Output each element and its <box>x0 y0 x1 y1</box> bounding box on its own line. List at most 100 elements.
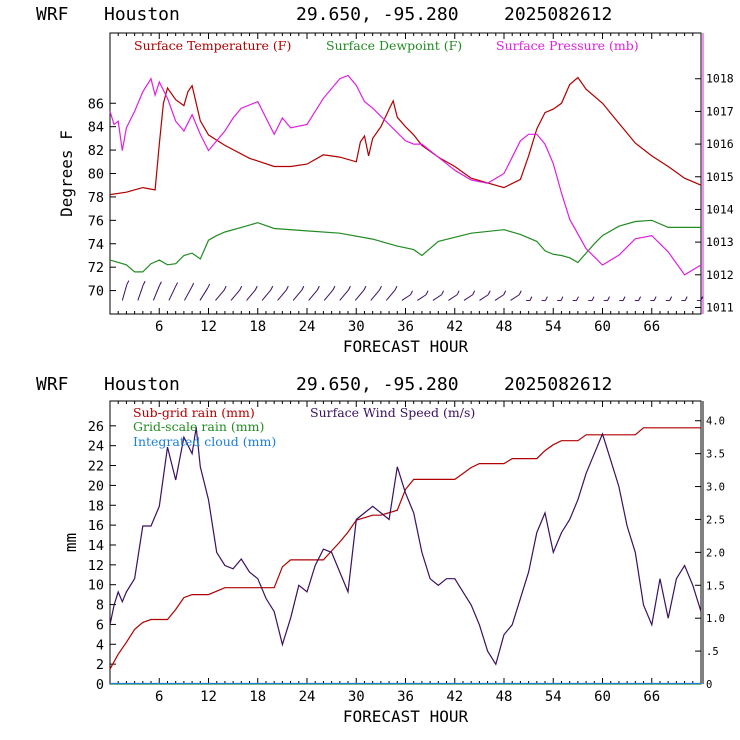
wind-barb <box>494 294 504 301</box>
wind-barb <box>308 289 318 301</box>
wind-barb <box>479 294 489 301</box>
wind-barb-flag <box>576 296 579 301</box>
wind-barb-flag <box>285 285 289 291</box>
location-name: Houston <box>104 4 180 25</box>
x-tick-label: 24 <box>299 689 316 705</box>
x-tick-label: 42 <box>446 319 463 335</box>
wind-barb <box>199 287 209 301</box>
series-line <box>109 219 701 273</box>
wind-barb <box>121 284 128 301</box>
wind-barb <box>339 289 349 301</box>
wind-barb <box>417 294 427 301</box>
model-name: WRF <box>36 374 69 395</box>
series-line <box>109 427 702 666</box>
x-tick-label: 36 <box>397 689 414 705</box>
y2-tick-label: 2.0 <box>706 547 725 559</box>
model-name: WRF <box>36 4 69 25</box>
coordinates: 29.650, -95.280 <box>296 4 459 25</box>
wind-barb <box>292 289 303 301</box>
y2-tick-label: 1011 <box>706 300 734 314</box>
chart1-header: WRF Houston 29.650, -95.280 2025082612 <box>0 0 740 28</box>
wind-barb-flag <box>379 285 382 291</box>
legend-entry: Surface Dewpoint (F) <box>326 38 462 53</box>
wind-barb <box>385 289 396 301</box>
wind-barb-flag <box>301 285 305 291</box>
y-tick-label: 86 <box>88 96 104 112</box>
wind-barb-flag <box>410 290 413 295</box>
x-tick-label: 54 <box>545 689 562 705</box>
wind-barb-flag <box>638 296 642 301</box>
wind-barb <box>354 289 365 301</box>
y-tick-label: 8 <box>96 598 104 614</box>
wind-barb-flag <box>472 290 476 295</box>
y-tick-label: 74 <box>88 237 104 253</box>
legend-entry: Integrated cloud (mm) <box>133 434 276 449</box>
wind-barb-flag <box>607 296 610 301</box>
wind-barb <box>463 294 473 301</box>
y2-tick-label: 3.5 <box>706 449 725 461</box>
wind-barb-flag <box>503 290 507 295</box>
wind-barb-flag <box>158 281 162 286</box>
y2-tick-label: 1014 <box>706 202 734 216</box>
y-tick-label: 78 <box>88 190 104 206</box>
wind-barb-flag <box>239 285 243 291</box>
y-tick-label: 24 <box>88 439 104 455</box>
y2-tick-label: 0 <box>706 679 712 691</box>
x-tick-label: 36 <box>397 319 414 335</box>
x-tick-label: 30 <box>348 319 365 335</box>
wind-barb-flag <box>529 296 533 301</box>
y-tick-label: 82 <box>88 143 104 159</box>
y-tick-label: 12 <box>88 558 104 574</box>
wind-barb <box>246 289 256 301</box>
y-tick-label: 20 <box>88 478 104 494</box>
x-tick-label: 66 <box>643 689 660 705</box>
y2-tick-label: 1016 <box>706 137 734 151</box>
legend-entry: Grid-scale rain (mm) <box>133 419 264 434</box>
x-tick-label: 6 <box>155 689 163 705</box>
y-tick-label: 0 <box>96 677 104 693</box>
wind-barb-flag <box>254 285 258 291</box>
y-tick-label: 70 <box>88 284 104 300</box>
wind-barb <box>183 286 193 301</box>
x-tick-label: 12 <box>200 319 217 335</box>
wind-barb-flag <box>684 296 688 301</box>
wind-barb-flag <box>316 285 320 291</box>
y2-tick-label: 2.5 <box>706 514 725 526</box>
y2-tick-label: 1012 <box>706 268 734 282</box>
wind-barb-flag <box>425 290 429 295</box>
wind-barb <box>230 289 241 301</box>
wind-barb <box>401 294 411 301</box>
chart2-header: WRF Houston 29.650, -95.280 2025082612 <box>0 370 740 398</box>
wind-barb <box>370 289 380 301</box>
series-line <box>109 76 702 196</box>
wind-barb-flag <box>223 285 227 291</box>
wind-barb <box>510 294 520 301</box>
y-tick-label: 72 <box>88 260 104 276</box>
wind-barb-flag <box>560 296 564 301</box>
wind-barb <box>261 289 272 301</box>
wind-barb-flag <box>142 280 146 286</box>
wind-barb <box>448 294 458 301</box>
y-tick-label: 16 <box>88 518 104 534</box>
wind-barb-flag <box>332 285 336 291</box>
y-tick-label: 80 <box>88 167 104 183</box>
y-tick-label: 14 <box>88 538 104 554</box>
wind-barb-flag <box>669 296 673 301</box>
y2-tick-label: 4.0 <box>706 416 725 428</box>
wind-barb <box>152 285 160 301</box>
y-axis-label: mm <box>61 533 80 552</box>
wind-barb-flag <box>126 280 130 285</box>
x-tick-label: 18 <box>249 319 266 335</box>
x-tick-label: 54 <box>545 319 562 335</box>
x-tick-label: 42 <box>446 689 463 705</box>
x-tick-label: 66 <box>643 319 660 335</box>
y-tick-label: 10 <box>88 578 104 594</box>
wind-barb-flag <box>456 290 460 295</box>
wind-barb-flag <box>544 296 548 301</box>
wind-barb-flag <box>191 282 195 288</box>
x-axis-label: FORECAST HOUR <box>343 337 469 356</box>
x-tick-label: 18 <box>249 689 266 705</box>
wind-barb <box>137 284 144 301</box>
x-tick-label: 48 <box>496 689 513 705</box>
y-tick-label: 2 <box>96 657 104 673</box>
